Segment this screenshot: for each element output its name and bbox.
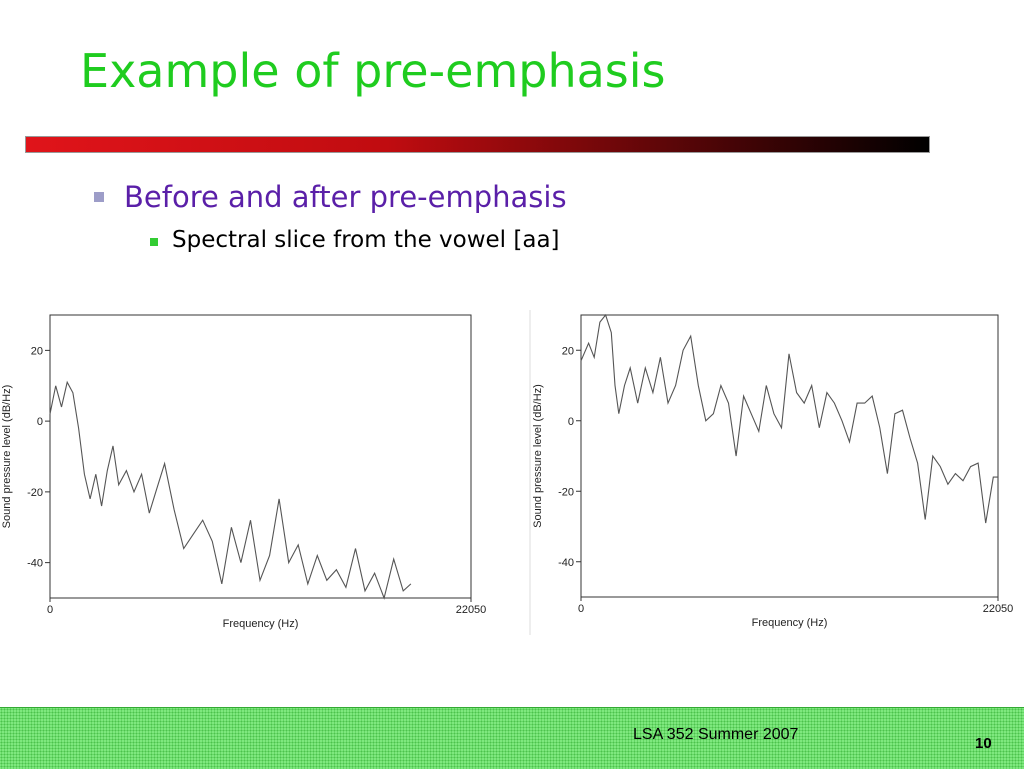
footer-text: LSA 352 Summer 2007 (633, 726, 799, 743)
y-axis-label: Sound pressure level (dB/Hz) (1, 385, 13, 529)
charts: -40 -20 0 20 0 22050 Frequency (Hz) Sound press… (1, 310, 1014, 635)
x-axis-label: Frequency (Hz) (752, 617, 828, 629)
plot-frame (580, 314, 999, 598)
spectrum-line (49, 380, 412, 600)
spectrum-line (580, 313, 998, 524)
page-number: 10 (975, 735, 992, 752)
sub-bullet: Spectral slice from the vowel [aa] (172, 227, 560, 253)
x-axis-label: Frequency (Hz) (223, 618, 299, 630)
y-tick-label: 20 (562, 345, 574, 357)
bullet-marker (150, 238, 158, 246)
y-tick-label: 20 (31, 345, 43, 357)
y-tick-label: -40 (558, 557, 574, 569)
y-tick-label: 0 (37, 416, 43, 428)
x-tick-label: 0 (47, 604, 53, 616)
y-tick-label: -20 (558, 486, 574, 498)
plot-frame (49, 314, 472, 599)
slide-title: Example of pre-emphasis (80, 44, 666, 98)
footer-bar (0, 707, 1024, 769)
x-tick-label: 22050 (456, 604, 487, 616)
y-tick-label: 0 (568, 416, 574, 428)
x-tick-label: 0 (578, 603, 584, 615)
x-tick-label: 22050 (983, 603, 1014, 615)
bullet: Before and after pre-emphasis (124, 180, 567, 214)
bullet-marker (94, 192, 104, 202)
y-tick-label: -20 (27, 487, 43, 499)
title-rule (25, 136, 930, 153)
y-tick-label: -40 (27, 558, 43, 570)
y-axis-label: Sound pressure level (dB/Hz) (532, 384, 544, 528)
